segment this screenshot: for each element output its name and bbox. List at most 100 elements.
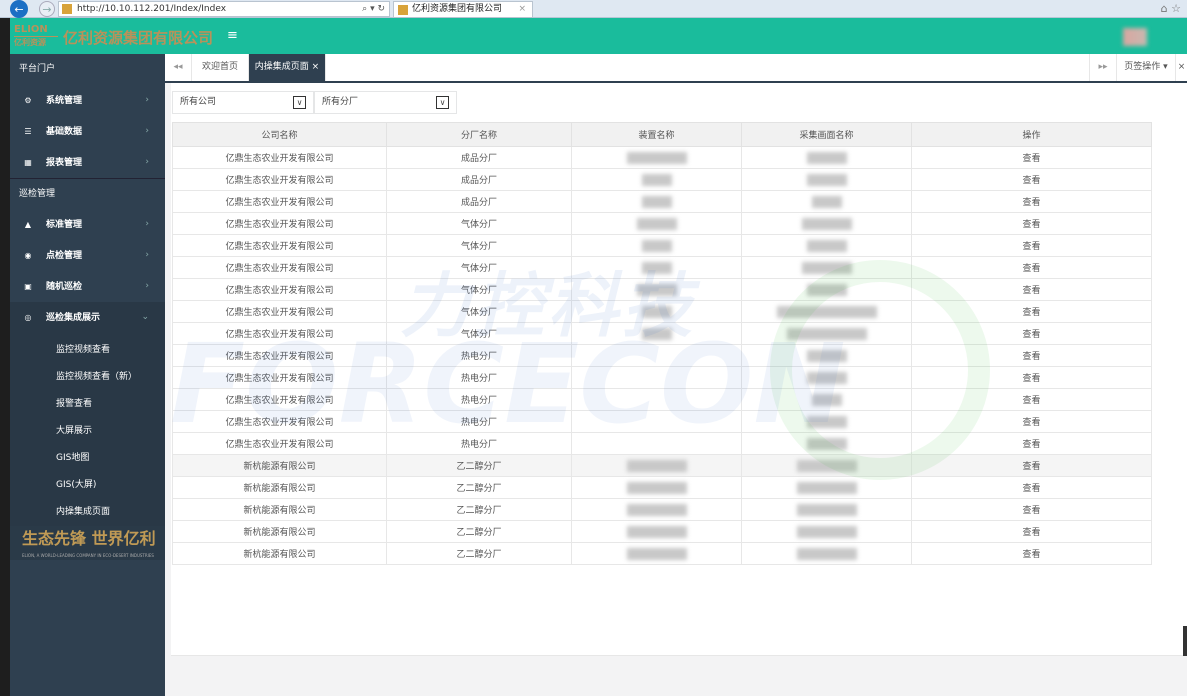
screen-cell-redacted xyxy=(741,344,912,367)
content-area: 所有公司 ∨ 所有分厂 ∨ 公司名称 分厂名称 装置名称 采集画面名称 操作 亿鼎生… xyxy=(165,83,1187,696)
device-cell-redacted xyxy=(571,278,742,301)
view-link[interactable]: 查看 xyxy=(911,366,1152,389)
menu-toggle-icon[interactable]: ≡ xyxy=(227,28,238,43)
view-link[interactable]: 查看 xyxy=(911,520,1152,543)
company-logo: ELION 亿利资源 xyxy=(14,24,58,50)
sidebar-item-random[interactable]: ▣ 随机巡检 › xyxy=(10,271,165,302)
tab-close-icon[interactable]: × xyxy=(311,62,320,72)
company-cell: 亿鼎生态农业开发有限公司 xyxy=(172,278,387,301)
branch-cell: 乙二醇分厂 xyxy=(386,498,572,521)
submenu-video-new[interactable]: 监控视频查看（新） xyxy=(10,364,165,391)
company-cell: 亿鼎生态农业开发有限公司 xyxy=(172,322,387,345)
chevron-down-icon: ⌄ xyxy=(141,312,149,322)
close-tabs-button[interactable]: ⨯ xyxy=(1177,62,1186,72)
user-avatar[interactable] xyxy=(1123,28,1147,46)
view-link[interactable]: 查看 xyxy=(911,432,1152,455)
screen-cell-redacted xyxy=(741,454,912,477)
device-cell-redacted xyxy=(571,300,742,323)
device-cell-redacted xyxy=(571,146,742,169)
company-cell: 亿鼎生态农业开发有限公司 xyxy=(172,234,387,257)
table-header: 公司名称 分厂名称 装置名称 采集画面名称 操作 xyxy=(172,122,1152,147)
sidebar-item-reports[interactable]: ▦ 报表管理 › xyxy=(10,147,165,178)
company-select[interactable]: 所有公司 ∨ xyxy=(172,91,314,114)
table-row: 新杭能源有限公司 乙二醇分厂 查看 xyxy=(172,498,1152,521)
view-link[interactable]: 查看 xyxy=(911,344,1152,367)
label: 随机巡检 xyxy=(46,282,83,292)
view-link[interactable]: 查看 xyxy=(911,256,1152,279)
screen-cell-redacted xyxy=(741,410,912,433)
sidebar-item-system[interactable]: ⚙ 系统管理 › xyxy=(10,85,165,116)
table-row: 新杭能源有限公司 乙二醇分厂 查看 xyxy=(172,520,1152,543)
branch-select[interactable]: 所有分厂 ∨ xyxy=(314,91,457,114)
dropdown-arrow-icon: ∨ xyxy=(436,96,449,109)
table-row: 亿鼎生态农业开发有限公司 成品分厂 查看 xyxy=(172,146,1152,169)
company-cell: 亿鼎生态农业开发有限公司 xyxy=(172,366,387,389)
table-row: 新杭能源有限公司 乙二醇分厂 查看 xyxy=(172,542,1152,565)
tab-operations-dropdown[interactable]: 页签操作 ▾ xyxy=(1117,54,1176,81)
view-link[interactable]: 查看 xyxy=(911,476,1152,499)
device-cell-redacted xyxy=(571,476,742,499)
scroll-tabs-left-button[interactable]: ◂◂ xyxy=(165,54,192,81)
label: 报表管理 xyxy=(46,158,83,168)
view-link[interactable]: 查看 xyxy=(911,168,1152,191)
section-inspection: 巡检管理 xyxy=(10,178,165,209)
screen-cell-redacted xyxy=(741,168,912,191)
branch-cell: 气体分厂 xyxy=(386,234,572,257)
view-link[interactable]: 查看 xyxy=(911,234,1152,257)
sidebar-item-integration[interactable]: ◎ 巡检集成展示 ⌄ xyxy=(10,302,165,333)
address-bar[interactable]: http://10.10.112.201/Index/Index ⌕ ▾ ↻ xyxy=(58,1,390,17)
screen-cell-redacted xyxy=(741,278,912,301)
table-row: 亿鼎生态农业开发有限公司 热电分厂 查看 xyxy=(172,344,1152,367)
sidebar-item-standard[interactable]: ▲ 标准管理 › xyxy=(10,209,165,240)
view-link[interactable]: 查看 xyxy=(911,278,1152,301)
back-button[interactable]: ← xyxy=(10,0,28,18)
screen-cell-redacted xyxy=(741,234,912,257)
brand-title: 亿利资源集团有限公司 xyxy=(63,29,214,47)
forward-button[interactable]: → xyxy=(39,1,55,17)
home-star-icons[interactable]: ⌂ ☆ xyxy=(1160,2,1181,15)
scrollbar[interactable] xyxy=(1183,626,1187,656)
favicon-icon xyxy=(398,5,408,15)
submenu-alarm[interactable]: 报警查看 xyxy=(10,391,165,418)
view-link[interactable]: 查看 xyxy=(911,300,1152,323)
screen-cell-redacted xyxy=(741,212,912,235)
table-row: 新杭能源有限公司 乙二醇分厂 查看 xyxy=(172,454,1152,477)
submenu-bigscreen[interactable]: 大屏展示 xyxy=(10,418,165,445)
tab-welcome[interactable]: 欢迎首页 xyxy=(192,54,249,81)
submenu-integration-page[interactable]: 内操集成页面 xyxy=(10,499,165,526)
view-link[interactable]: 查看 xyxy=(911,190,1152,213)
tab-close-icon[interactable]: × xyxy=(518,4,526,14)
view-link[interactable]: 查看 xyxy=(911,146,1152,169)
submenu-gis[interactable]: GIS地图 xyxy=(10,445,165,472)
view-link[interactable]: 查看 xyxy=(911,388,1152,411)
sidebar-item-basedata[interactable]: ☰ 基础数据 › xyxy=(10,116,165,147)
screen-cell-redacted xyxy=(741,520,912,543)
view-link[interactable]: 查看 xyxy=(911,498,1152,521)
device-cell-redacted xyxy=(571,212,742,235)
tab-integration-page[interactable]: 内操集成页面 × xyxy=(249,54,326,81)
scroll-tabs-right-button[interactable]: ▸▸ xyxy=(1089,54,1117,81)
branch-cell: 乙二醇分厂 xyxy=(386,542,572,565)
submenu-video[interactable]: 监控视频查看 xyxy=(10,337,165,364)
submenu-gis-big[interactable]: GIS(大屏) xyxy=(10,472,165,499)
device-cell-redacted xyxy=(571,388,742,411)
company-cell: 新杭能源有限公司 xyxy=(172,454,387,477)
branch-cell: 气体分厂 xyxy=(386,212,572,235)
view-link[interactable]: 查看 xyxy=(911,454,1152,477)
address-tools[interactable]: ⌕ ▾ ↻ xyxy=(362,4,385,14)
table-row: 亿鼎生态农业开发有限公司 热电分厂 查看 xyxy=(172,388,1152,411)
view-link[interactable]: 查看 xyxy=(911,542,1152,565)
company-cell: 新杭能源有限公司 xyxy=(172,520,387,543)
view-link[interactable]: 查看 xyxy=(911,212,1152,235)
device-cell-redacted xyxy=(571,520,742,543)
view-link[interactable]: 查看 xyxy=(911,410,1152,433)
view-link[interactable]: 查看 xyxy=(911,322,1152,345)
device-cell-redacted xyxy=(571,344,742,367)
browser-tab[interactable]: 亿利资源集团有限公司 × xyxy=(393,1,533,18)
chevron-right-icon: › xyxy=(145,157,149,167)
sidebar-item-spotcheck[interactable]: ◉ 点检管理 › xyxy=(10,240,165,271)
chevron-right-icon: › xyxy=(145,126,149,136)
device-cell-redacted xyxy=(571,542,742,565)
browser-chrome: ← → http://10.10.112.201/Index/Index ⌕ ▾ … xyxy=(0,0,1187,18)
table-row: 亿鼎生态农业开发有限公司 成品分厂 查看 xyxy=(172,168,1152,191)
